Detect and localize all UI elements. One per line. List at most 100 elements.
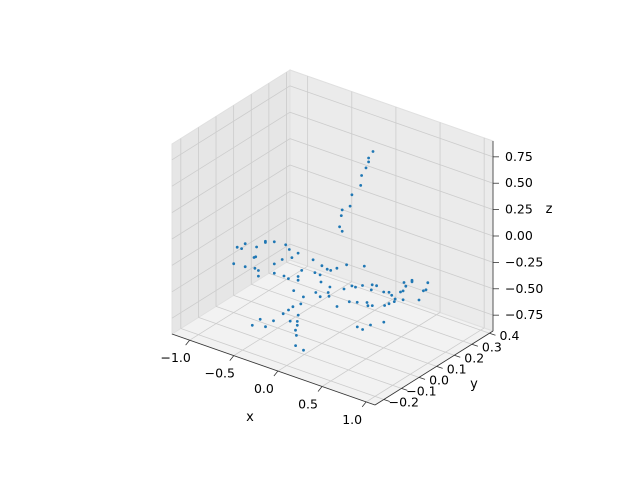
scatter-point <box>402 281 406 284</box>
scatter-point <box>369 288 373 292</box>
scatter-point <box>370 283 374 287</box>
y-tick-label: 0.2 <box>464 350 484 365</box>
z-grid-line <box>171 85 291 161</box>
scatter-point <box>320 264 324 268</box>
scatter-point <box>243 242 247 246</box>
y-tick-label: 0.0 <box>429 372 449 387</box>
x-grid-line <box>365 327 485 403</box>
z-grid-line <box>171 217 291 293</box>
scatter-point <box>295 320 299 323</box>
y-tick-mark <box>383 399 390 402</box>
z-grid-line <box>171 243 291 319</box>
y-grid-line <box>215 306 420 378</box>
scatter-point <box>410 280 414 284</box>
scatter-point <box>287 277 290 280</box>
scatter-point <box>291 305 295 309</box>
scatter-point <box>288 319 292 323</box>
scatter-point <box>392 300 396 303</box>
scatter-point <box>284 243 288 247</box>
scatter-point <box>350 284 354 288</box>
scatter-point <box>240 247 244 251</box>
z-grid-line <box>171 138 291 213</box>
z-tick-label: 0.75 <box>505 149 533 164</box>
x-tick-label: −0.5 <box>205 366 235 381</box>
y-tick-mark <box>401 388 408 391</box>
scatter-point <box>359 184 363 187</box>
scatter-point <box>302 348 305 352</box>
x-tick-mark <box>317 386 323 392</box>
scatter-point <box>311 258 315 262</box>
x-tick-label: 0.5 <box>298 396 318 411</box>
scatter-point <box>371 150 375 153</box>
scatter-point <box>294 344 297 347</box>
scatter-point <box>382 320 386 324</box>
scatter-point <box>264 241 267 244</box>
x-tick-mark <box>229 355 235 361</box>
scatter-point <box>243 265 247 269</box>
y-grid-line <box>180 328 384 400</box>
scatter-point <box>235 245 239 249</box>
scatter-point <box>325 267 329 271</box>
scatter-point <box>361 328 364 331</box>
scatter-point <box>255 245 258 249</box>
scatter-point <box>318 273 322 277</box>
scatter-point <box>383 304 386 307</box>
scatter-point <box>365 301 369 304</box>
scatter-point <box>342 287 346 291</box>
scatter-point <box>313 271 317 274</box>
x-grid-line <box>233 281 352 356</box>
scatter-point <box>329 269 333 272</box>
scatter-point <box>232 262 236 266</box>
scatter-point <box>401 298 405 302</box>
z-grid-line <box>171 164 291 240</box>
scatter-point <box>296 313 300 317</box>
z-grid-line <box>171 111 291 187</box>
scatter-point <box>287 308 290 312</box>
scatter-point <box>366 304 370 308</box>
scatter-point <box>257 274 260 278</box>
scatter-point <box>258 317 262 321</box>
scatter-point <box>401 289 405 293</box>
scatter-point <box>296 275 300 278</box>
x-axis-label: x <box>246 410 254 425</box>
x-axis-line <box>171 333 376 406</box>
scatter-point <box>281 312 285 316</box>
scatter-point <box>422 289 425 293</box>
y-grid-line <box>251 283 455 356</box>
x-tick-mark <box>273 370 279 377</box>
scatter-point <box>354 285 357 289</box>
z-tick-label: −0.75 <box>505 307 543 322</box>
scatter-point <box>350 193 354 197</box>
z-grid-line <box>289 111 494 184</box>
scatter-point <box>318 295 322 299</box>
scatter-point <box>340 208 344 212</box>
x-tick-label: 1.0 <box>342 412 362 427</box>
y-grid-line <box>198 317 402 389</box>
scatter-point <box>340 229 344 233</box>
scatter-point <box>404 284 408 288</box>
y-tick-mark <box>418 377 426 380</box>
scatter-point <box>424 288 428 292</box>
scatter-points <box>232 150 430 352</box>
z-tick-label: 0.00 <box>505 228 533 243</box>
scatter-point <box>426 281 430 285</box>
scatter-point <box>264 325 267 329</box>
scatter-point <box>314 291 318 294</box>
scatter-point <box>345 263 348 267</box>
y-grid-line <box>268 272 472 345</box>
scatter-point <box>295 323 299 327</box>
scatter-point <box>294 328 297 332</box>
z-grid-line <box>289 217 494 290</box>
y-tick-mark <box>436 365 443 369</box>
grid-lines <box>171 72 494 406</box>
axis-panes <box>170 69 495 406</box>
scatter-point <box>387 290 391 294</box>
z-grid-line <box>171 191 291 266</box>
z-grid-line <box>289 243 494 316</box>
scatter-point <box>387 302 391 306</box>
scatter-point <box>272 271 276 275</box>
scatter-point <box>367 160 370 164</box>
z-grid-line <box>289 191 494 263</box>
x-tick-label: 0.0 <box>254 381 274 396</box>
